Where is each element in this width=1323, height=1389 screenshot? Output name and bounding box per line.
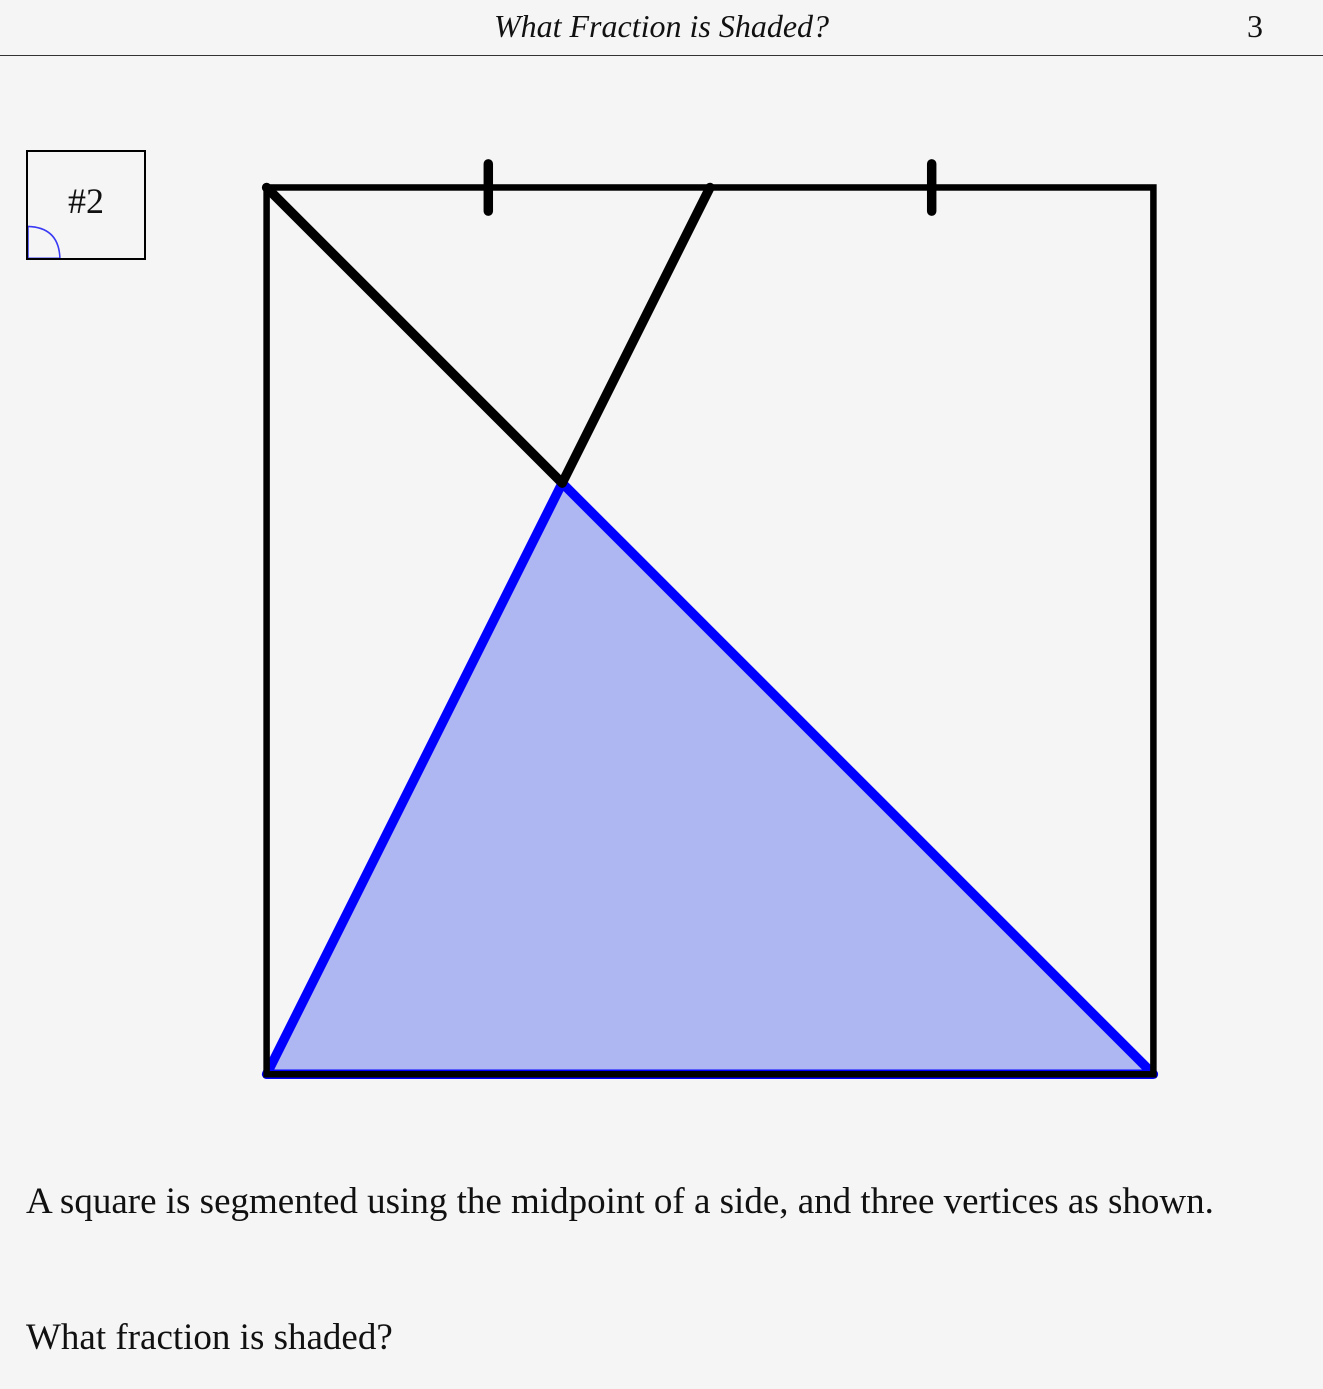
midpoint-line (562, 187, 710, 483)
problem-badge: #2 (26, 150, 146, 260)
question-text: What fraction is shaded? (26, 1316, 1297, 1359)
fraction-diagram (240, 152, 1180, 1092)
problem-number-label: #2 (28, 180, 144, 222)
page-title: What Fraction is Shaded? (494, 8, 829, 45)
page-number: 3 (1247, 8, 1263, 45)
page-root: What Fraction is Shaded? 3 #2 (0, 0, 1323, 1389)
diagonal-line (267, 187, 563, 483)
figure (240, 152, 1180, 1092)
shaded-triangle (267, 483, 1154, 1074)
page-header: What Fraction is Shaded? 3 (0, 0, 1323, 56)
figure-caption: A square is segmented using the midpoint… (26, 1176, 1297, 1228)
